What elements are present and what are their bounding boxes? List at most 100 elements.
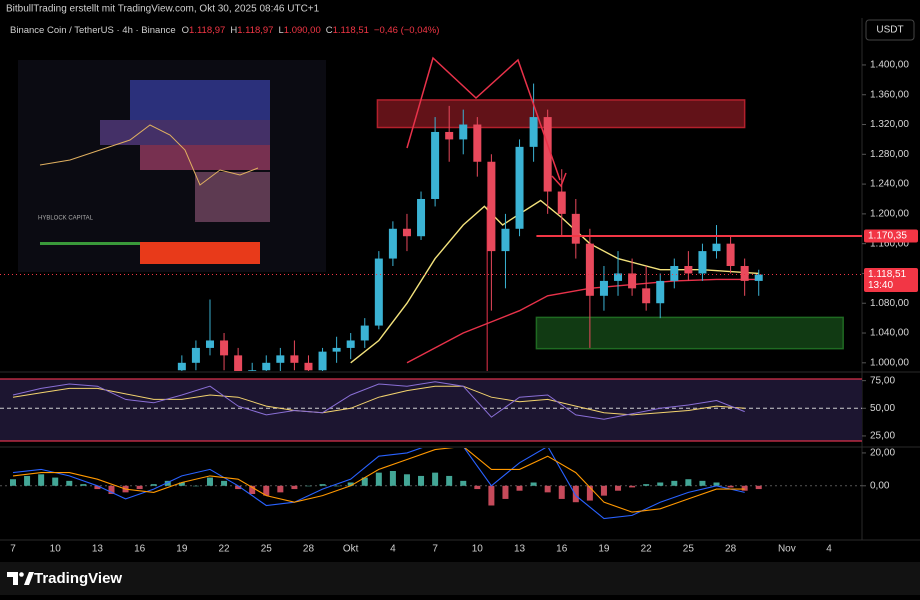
x-tick-label: 10 <box>472 544 484 555</box>
histogram-bar <box>755 485 762 490</box>
indicator-line <box>12 381 745 420</box>
histogram-bar <box>80 484 87 486</box>
y-tick-label: 1.080,00 <box>870 298 909 309</box>
candle-body <box>318 351 327 371</box>
inset-heat <box>195 172 270 222</box>
candle-body <box>684 266 693 274</box>
candle-body <box>712 243 721 252</box>
histogram-bar <box>277 485 284 493</box>
candle-body <box>431 131 440 199</box>
histogram-bar <box>164 480 171 486</box>
footer <box>0 562 920 595</box>
x-tick-label: 16 <box>134 544 146 555</box>
candle-body <box>740 266 749 281</box>
x-tick-label: 25 <box>683 544 695 555</box>
histogram-bar <box>108 485 115 494</box>
candle-body <box>585 243 594 296</box>
price-pane <box>177 83 844 371</box>
x-tick-label: 13 <box>92 544 104 555</box>
inset-price <box>39 124 259 186</box>
candle-body <box>346 340 355 348</box>
y-tick-label: 1.240,00 <box>870 179 909 190</box>
brand: TradingView <box>34 570 122 587</box>
histogram-bar <box>418 475 425 486</box>
inset-watermark: HYBLOCK CAPITAL <box>38 216 94 222</box>
candle-body <box>628 273 637 289</box>
x-tick-label: 19 <box>176 544 188 555</box>
histogram-bar <box>572 485 579 503</box>
histogram-bar <box>713 482 720 486</box>
candle-body <box>191 347 200 363</box>
price-label: 1.118,51 <box>868 269 907 280</box>
histogram-bar <box>375 472 382 486</box>
candle-body <box>459 124 468 140</box>
histogram-bar <box>685 479 692 486</box>
candle-body <box>656 280 665 304</box>
x-tick-label: 4 <box>826 544 832 555</box>
annotation-path <box>406 56 561 181</box>
histogram-bar <box>615 485 622 491</box>
candle-body <box>276 355 285 363</box>
histogram-bar <box>502 485 509 499</box>
histogram-bar <box>727 485 734 488</box>
histogram-bar <box>643 484 650 486</box>
histogram-bar <box>263 485 270 496</box>
y-tick-label: 1.200,00 <box>870 209 909 220</box>
x-tick-label: Nov <box>778 544 796 555</box>
histogram-bar <box>488 485 495 506</box>
histogram-bar <box>136 485 143 490</box>
y-tick-label: 25,00 <box>870 431 895 442</box>
histogram-bar <box>389 471 396 486</box>
x-tick-label: 4 <box>390 544 396 555</box>
histogram-bar <box>432 472 439 486</box>
rsi-pane <box>0 381 862 420</box>
currency-button[interactable] <box>865 19 915 41</box>
x-tick-label: 19 <box>598 544 610 555</box>
candle-body <box>571 213 580 244</box>
histogram-bar <box>235 485 242 490</box>
y-tick-label: 0,00 <box>870 480 890 491</box>
candle-body <box>248 370 257 371</box>
candle-body <box>304 362 313 371</box>
logo <box>7 572 34 585</box>
histogram-bar <box>347 482 354 486</box>
indicator-line <box>12 385 745 416</box>
candle-body <box>614 273 623 281</box>
indicator-line <box>12 448 745 520</box>
y-tick-label: 50,00 <box>870 403 895 414</box>
price-label-bg <box>864 229 918 243</box>
logo-mark <box>24 572 34 585</box>
histogram-bar <box>558 485 565 499</box>
x-tick-label: 25 <box>261 544 273 555</box>
inset-image: HYBLOCK CAPITAL <box>18 60 326 272</box>
histogram-bar <box>319 484 326 486</box>
ohlc-key: O <box>182 25 189 36</box>
histogram-bar <box>192 485 199 487</box>
y-tick-label: 20,00 <box>870 448 895 459</box>
x-tick-label: Okt <box>343 544 359 555</box>
candle-body <box>501 228 510 252</box>
price-label-bg <box>864 268 918 293</box>
candle-body <box>698 251 707 274</box>
candle-body <box>234 355 243 371</box>
x-tick-label: 22 <box>218 544 230 555</box>
x-tick-label: 28 <box>725 544 737 555</box>
histogram-bar <box>249 485 256 494</box>
axes: 7 10 13 16 19 22 25 28 Okt 4 7 10 13 16 19 22 25 28 Nov 4 1.… <box>0 60 918 555</box>
x-tick-label: 13 <box>514 544 526 555</box>
histogram-bar <box>403 474 410 486</box>
y-tick-label: 1.280,00 <box>870 149 909 160</box>
inset-bar <box>40 242 140 245</box>
x-tick-label: 7 <box>432 544 438 555</box>
ohlc-key: H <box>230 25 237 36</box>
macd-pane <box>0 448 862 520</box>
candle-body <box>529 117 538 147</box>
logo-mark <box>19 572 24 577</box>
candle-body <box>205 340 214 348</box>
histogram-bar <box>699 480 706 486</box>
histogram-bar <box>66 480 73 486</box>
indicator-line <box>12 448 745 513</box>
x-tick-label: 22 <box>641 544 653 555</box>
price-label: 1.170,35 <box>868 231 907 242</box>
